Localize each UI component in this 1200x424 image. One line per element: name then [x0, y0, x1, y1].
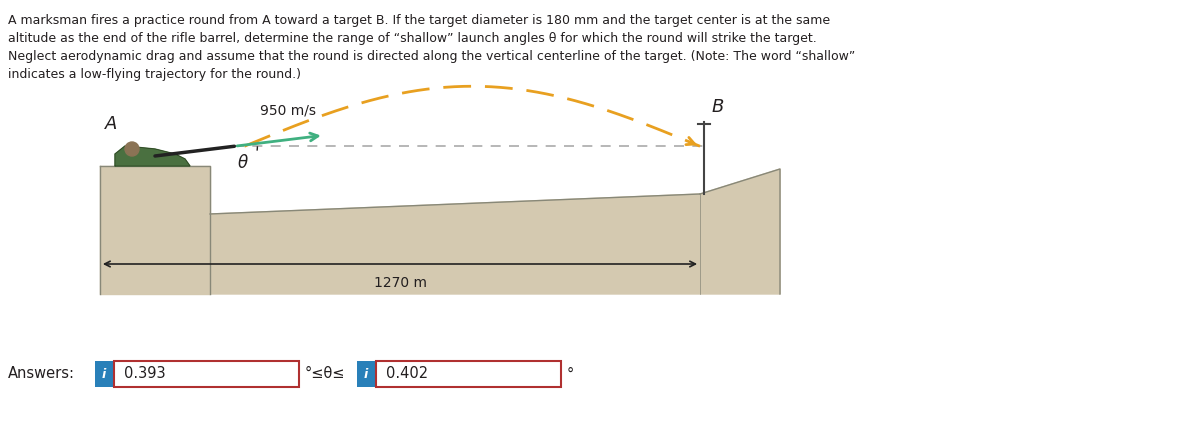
Text: °≤θ≤: °≤θ≤ — [305, 366, 346, 382]
Text: °: ° — [568, 366, 575, 382]
Text: A: A — [106, 115, 118, 133]
Text: i: i — [102, 368, 106, 380]
Polygon shape — [210, 169, 780, 294]
Text: indicates a low-flying trajectory for the round.): indicates a low-flying trajectory for th… — [8, 68, 301, 81]
FancyBboxPatch shape — [114, 361, 299, 387]
Text: θ: θ — [238, 154, 247, 172]
Circle shape — [125, 142, 139, 156]
FancyBboxPatch shape — [95, 361, 113, 387]
FancyBboxPatch shape — [376, 361, 562, 387]
Polygon shape — [100, 166, 210, 294]
Text: i: i — [364, 368, 368, 380]
Text: 0.393: 0.393 — [124, 366, 166, 382]
Text: altitude as the end of the rifle barrel, determine the range of “shallow” launch: altitude as the end of the rifle barrel,… — [8, 32, 817, 45]
Text: Neglect aerodynamic drag and assume that the round is directed along the vertica: Neglect aerodynamic drag and assume that… — [8, 50, 856, 63]
Text: B: B — [712, 98, 725, 116]
Text: Answers:: Answers: — [8, 366, 74, 382]
Text: 1270 m: 1270 m — [373, 276, 426, 290]
FancyBboxPatch shape — [358, 361, 374, 387]
Polygon shape — [115, 146, 190, 166]
Text: A marksman fires a practice round from A toward a target B. If the target diamet: A marksman fires a practice round from A… — [8, 14, 830, 27]
Text: 0.402: 0.402 — [386, 366, 428, 382]
Text: 950 m/s: 950 m/s — [260, 103, 316, 117]
